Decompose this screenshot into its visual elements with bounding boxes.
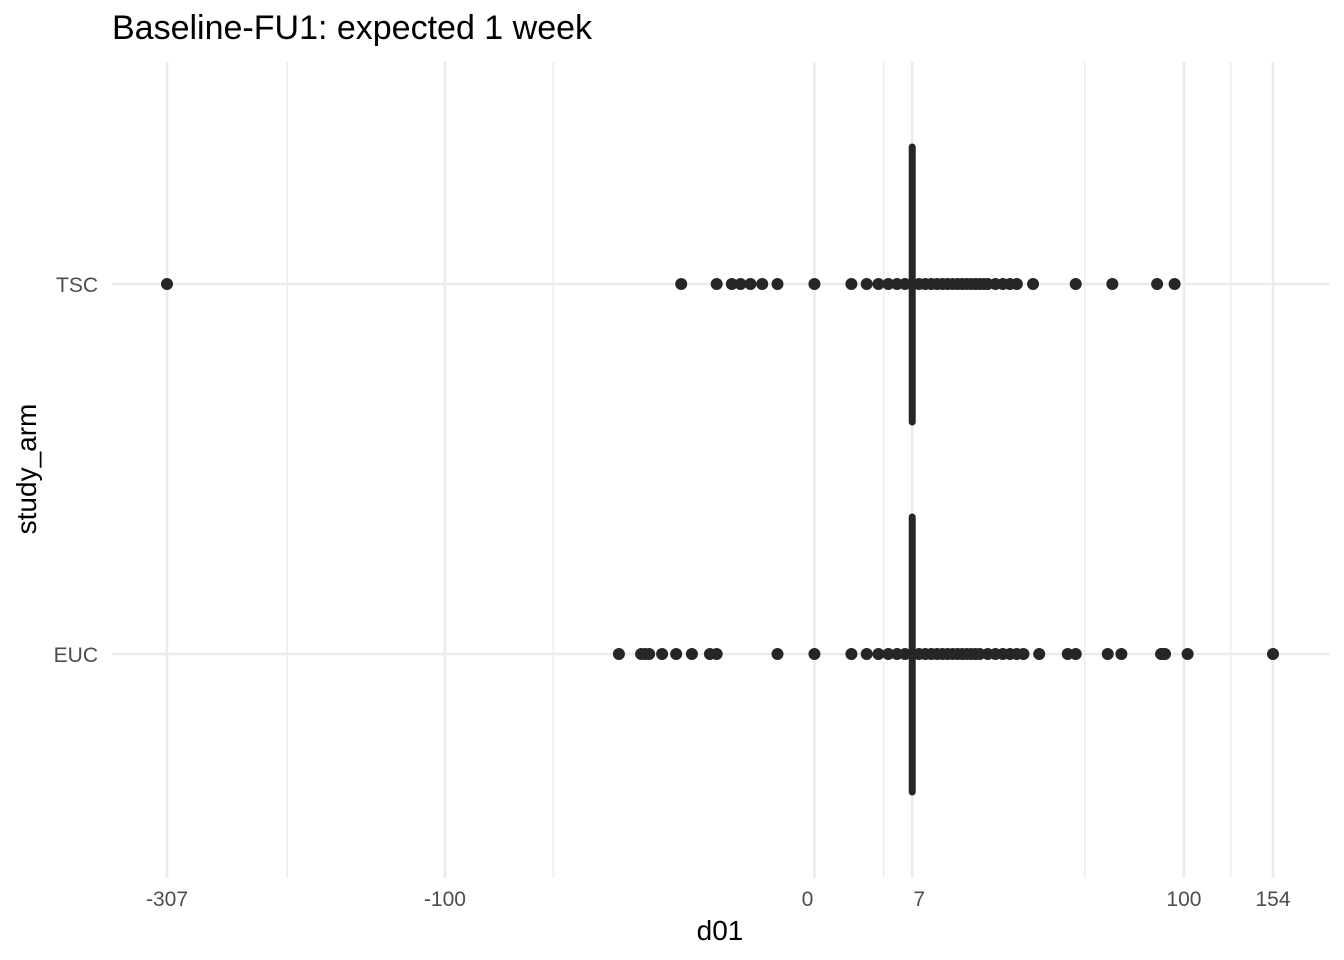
data-point	[725, 278, 738, 290]
data-point	[1158, 648, 1171, 660]
data-point	[744, 278, 757, 290]
data-point	[1033, 648, 1046, 660]
data-point	[872, 278, 885, 290]
data-point	[1115, 648, 1128, 660]
data-point	[882, 648, 895, 660]
data-point	[643, 648, 656, 660]
data-point	[1267, 648, 1279, 660]
data-point	[845, 278, 858, 290]
data-point	[1106, 278, 1119, 290]
data-point	[756, 278, 769, 290]
x-tick-label: 0	[802, 888, 814, 911]
data-point	[808, 278, 821, 290]
y-tick-label: EUC	[54, 644, 98, 667]
x-tick-label: 154	[1255, 888, 1290, 911]
y-axis-label: study_arm	[11, 404, 42, 535]
data-point	[1168, 278, 1181, 290]
data-points	[161, 278, 1279, 660]
data-point	[1101, 648, 1114, 660]
data-point	[771, 648, 784, 660]
x-tick-label: -100	[424, 888, 466, 911]
x-axis-label: d01	[697, 915, 744, 946]
chart-title: Baseline-FU1: expected 1 week	[112, 9, 593, 47]
data-point	[670, 648, 683, 660]
x-axis-ticks: -307 -100 0 7 100 154	[146, 888, 1291, 911]
x-tick-label: 100	[1166, 888, 1201, 911]
data-point	[1017, 648, 1030, 660]
data-point	[1181, 648, 1194, 660]
data-point	[845, 648, 858, 660]
data-point	[872, 648, 885, 660]
y-tick-label: TSC	[56, 274, 98, 297]
data-point	[161, 278, 173, 290]
data-point	[710, 278, 723, 290]
data-point	[675, 278, 688, 290]
data-point	[685, 648, 698, 660]
data-point	[808, 648, 821, 660]
data-point	[656, 648, 669, 660]
data-point	[1069, 278, 1082, 290]
y-axis-ticks: TSC EUC	[54, 274, 98, 667]
data-point	[612, 648, 625, 660]
data-point	[882, 278, 895, 290]
data-point	[710, 648, 723, 660]
data-point	[860, 278, 873, 290]
x-tick-label: -307	[146, 888, 188, 911]
x-tick-label: 7	[913, 888, 925, 911]
data-point	[1010, 278, 1023, 290]
data-point	[860, 648, 873, 660]
grid-lines	[112, 62, 1330, 878]
data-point	[1027, 278, 1040, 290]
data-point	[771, 278, 784, 290]
data-point	[1069, 648, 1082, 660]
data-point	[1151, 278, 1164, 290]
data-point	[734, 278, 747, 290]
